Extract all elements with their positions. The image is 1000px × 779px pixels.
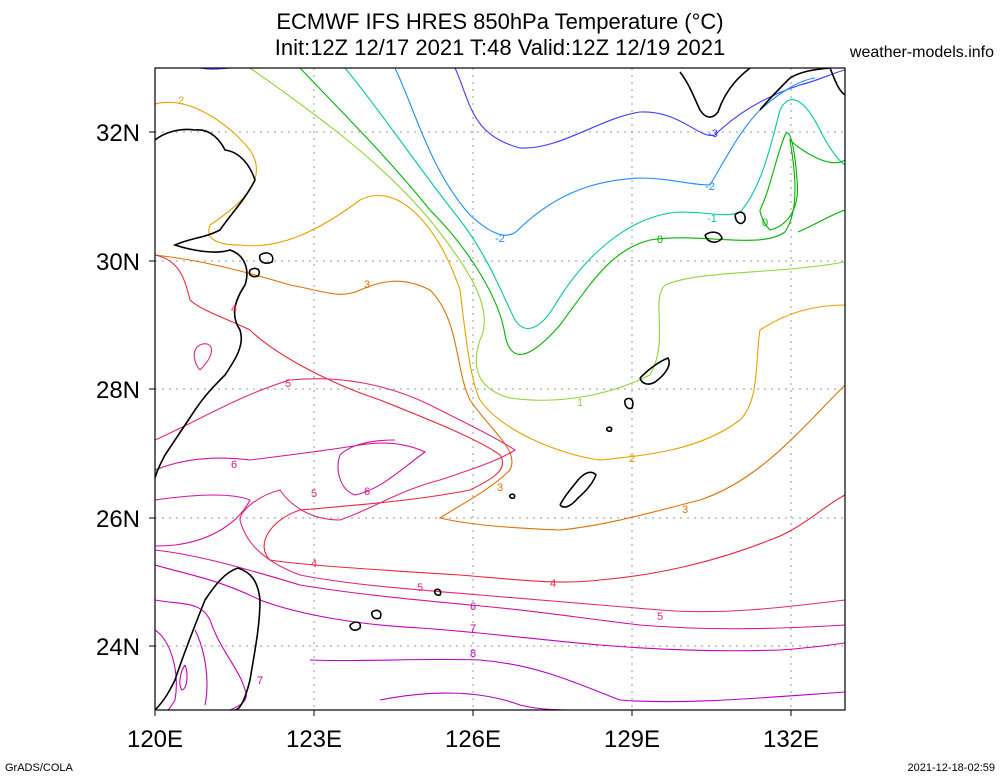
contour-label: 7 (257, 675, 263, 687)
contour-7e (179, 664, 188, 691)
contour-label: 4 (231, 303, 237, 315)
contour-6b (155, 494, 251, 547)
contour-minus1 (344, 68, 845, 329)
kyushu (759, 68, 845, 111)
contour-minus3 (454, 68, 845, 149)
korea-peninsula (679, 68, 751, 118)
contour-label: 6 (364, 486, 370, 498)
contour-1 (249, 68, 845, 401)
lon-label-120e: 120E (127, 726, 183, 753)
source-credit: weather-models.info (849, 44, 994, 61)
contour-4 (155, 254, 845, 583)
software-credit: GrADS/COLA (5, 762, 73, 774)
coastlines (155, 68, 845, 710)
yakushima-islands (734, 211, 746, 225)
contour-3 (155, 254, 845, 531)
contour-label: 3 (364, 279, 370, 291)
contour-label: 0 (657, 234, 663, 246)
contour-label: -3 (708, 128, 718, 140)
lon-label-129e: 129E (604, 726, 660, 753)
contour-8 (309, 658, 845, 703)
contour-label: 4 (311, 558, 317, 570)
taiwan (155, 567, 261, 710)
grid-lines (155, 68, 845, 710)
contour-label: -2 (705, 181, 715, 193)
contour-5 (155, 378, 845, 613)
contour-label: 5 (657, 611, 663, 623)
lon-label-123e: 123E (286, 726, 342, 753)
contour-label: 5 (285, 378, 291, 390)
okinawa (559, 471, 597, 508)
contour-label: 2 (178, 95, 184, 107)
generation-timestamp: 2021-12-18-02:59 (907, 762, 995, 774)
lat-label-28n: 28N (96, 377, 140, 404)
lat-label-24n: 24N (96, 634, 140, 661)
contour-5b (193, 343, 212, 371)
contour-7c (155, 629, 177, 710)
contour-labels: -3 -2 -2 -1 0 0 1 2 2 3 3 3 4 4 4 5 5 5 … (178, 95, 768, 687)
contour-minus2 (394, 68, 816, 236)
contour-label: 6 (231, 459, 237, 471)
lon-label-132e: 132E (763, 726, 819, 753)
small-isle-a (508, 493, 516, 500)
small-isle-c (605, 426, 613, 433)
contour-0b (759, 132, 799, 231)
contour-6 (155, 439, 427, 496)
lat-label-26n: 26N (96, 506, 140, 533)
contour-2 (155, 101, 845, 461)
contour-0c (797, 209, 845, 233)
contour-7 (155, 564, 845, 652)
china-coast (155, 128, 256, 479)
zhoushan-islands (248, 252, 274, 278)
amami-oshima (639, 356, 670, 385)
contour-0 (299, 68, 845, 355)
contour-7d (194, 629, 208, 706)
contour-label: 6 (470, 601, 476, 613)
contour-label: 4 (550, 578, 556, 590)
contour-label: 3 (682, 504, 688, 516)
contour-label: 3 (497, 482, 503, 494)
contour-label: 5 (311, 488, 317, 500)
map-title: ECMWF IFS HRES 850hPa Temperature (°C) (276, 9, 724, 34)
contour-6c (155, 549, 845, 630)
tokunoshima (624, 397, 634, 410)
contour-label: -2 (495, 233, 505, 245)
lat-label-32n: 32N (96, 120, 140, 147)
jeju-island (704, 231, 723, 243)
contour-label: 2 (629, 453, 635, 465)
contour-label: 0 (762, 217, 768, 229)
sakishima-islands (349, 609, 382, 631)
contour-label: 1 (577, 397, 583, 409)
lon-label-126e: 126E (445, 726, 501, 753)
map-subtitle: Init:12Z 12/17 2021 T:48 Valid:12Z 12/19… (274, 35, 726, 60)
contour-label: -1 (707, 213, 717, 225)
axis-ticks (149, 131, 792, 716)
small-isle-b (433, 588, 442, 596)
contour-label: 5 (417, 582, 423, 594)
contour-label: 7 (470, 623, 476, 635)
lat-label-30n: 30N (96, 249, 140, 276)
contour-8b (379, 692, 581, 710)
contour-label: 8 (470, 648, 476, 660)
